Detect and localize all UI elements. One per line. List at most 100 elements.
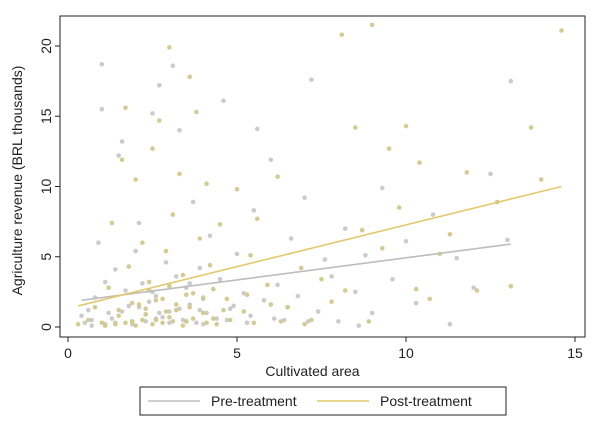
pre-treatment-point (447, 321, 453, 327)
post-treatment-point (396, 205, 402, 210)
pre-treatment-point (505, 237, 510, 243)
post-treatment-point (342, 288, 348, 293)
post-treatment-point (538, 177, 544, 182)
legend-label-post-treatment: Post-treatment (380, 393, 472, 409)
post-treatment-point (173, 307, 179, 313)
post-treatment-point (204, 181, 209, 186)
post-treatment-point (116, 307, 121, 313)
pre-treatment-point (390, 276, 395, 282)
post-treatment-point (200, 310, 206, 316)
pre-treatment-point (116, 153, 121, 158)
post-treatment-point (359, 227, 365, 233)
pre-treatment-point (197, 265, 203, 271)
post-treatment-point (275, 174, 280, 179)
post-treatment-point (177, 171, 182, 177)
post-treatment-point (194, 109, 199, 115)
pre-treatment-point (227, 306, 233, 312)
post-treatment-point (464, 170, 470, 175)
pre-treatment-point (336, 319, 341, 324)
post-treatment-point (298, 265, 304, 271)
post-treatment-point (248, 253, 253, 258)
pre-treatment-point (106, 310, 111, 316)
post-treatment-point (559, 28, 564, 33)
post-treatment-point (170, 212, 176, 217)
post-treatment-point (129, 319, 135, 324)
pre-treatment-point (271, 316, 277, 321)
pre-treatment-point (126, 303, 132, 309)
post-treatment-point (150, 321, 155, 327)
post-treatment-point (353, 125, 358, 130)
post-treatment-point (254, 216, 260, 222)
pre-treatment-point (356, 323, 362, 328)
post-treatment-point (211, 316, 216, 321)
post-treatment-point (200, 295, 206, 300)
pre-treatment-point (167, 309, 172, 314)
post-treatment-point (207, 262, 213, 268)
post-treatment-point (369, 22, 375, 28)
pre-treatment-point (234, 251, 240, 257)
post-treatment-point (163, 248, 169, 254)
post-treatment-point (180, 272, 186, 278)
post-treatment-point (187, 305, 192, 310)
post-treatment-point (474, 288, 480, 293)
post-treatment-point (92, 305, 98, 310)
post-treatment-point (167, 284, 172, 289)
pre-treatment-point (224, 317, 230, 323)
post-treatment-point (116, 313, 121, 319)
pre-treatment-fit-line (81, 243, 511, 302)
pre-treatment-point (197, 307, 203, 313)
post-treatment-point (160, 296, 165, 302)
pre-treatment-point (163, 260, 169, 265)
legend: Pre-treatment Post-treatment (139, 386, 507, 416)
pre-treatment-point (471, 285, 476, 291)
post-treatment-point (99, 320, 105, 326)
pre-treatment-point (342, 226, 348, 231)
y-tick-label: 0 (38, 323, 54, 331)
post-treatment-point (133, 323, 138, 328)
pre-treatment-point (488, 171, 493, 177)
x-tick-label: 15 (567, 345, 583, 361)
pre-treatment-point (96, 240, 101, 245)
post-treatment-point (184, 319, 189, 324)
axes: 0 5 10 15 0 5 10 15 20 (38, 15, 586, 361)
pre-treatment-point (99, 106, 105, 112)
post-treatment-point (508, 284, 514, 289)
post-treatment-point (319, 276, 324, 282)
pre-treatment-point (254, 126, 260, 132)
pre-treatment-point (157, 310, 162, 316)
post-treatment-point (170, 319, 176, 324)
post-treatment-point (302, 321, 307, 327)
post-treatment-point (447, 232, 453, 237)
post-treatment-point (75, 321, 81, 327)
pre-treatment-point (207, 233, 213, 238)
pre-treatment-point (194, 320, 199, 326)
pre-treatment-point (413, 300, 419, 306)
pre-treatment-point (153, 293, 159, 299)
post-treatment-point (123, 105, 128, 111)
post-treatment-point (234, 187, 240, 192)
post-treatment-point (417, 160, 422, 165)
pre-treatment-point (102, 279, 108, 285)
post-treatment-point (136, 302, 142, 307)
pre-treatment-point (251, 208, 257, 213)
pre-treatment-point (322, 257, 328, 262)
pre-treatment-point (190, 199, 196, 205)
post-treatment-point (309, 317, 314, 323)
post-treatment-point (265, 282, 270, 288)
post-treatment-point (204, 320, 209, 326)
pre-treatment-point (177, 128, 182, 133)
post-treatment-point (86, 317, 91, 323)
post-treatment-point (113, 321, 118, 327)
post-treatment-point (268, 302, 274, 307)
pre-treatment-point (157, 83, 162, 88)
post-treatment-point (160, 320, 165, 326)
pre-treatment-point (288, 236, 294, 241)
pre-treatment-point (170, 63, 176, 68)
pre-treatment-point (369, 310, 375, 316)
post-treatment-point (140, 240, 145, 245)
post-treatment-point (163, 309, 169, 314)
post-treatment-point (244, 292, 250, 298)
pre-treatment-point (275, 282, 280, 288)
